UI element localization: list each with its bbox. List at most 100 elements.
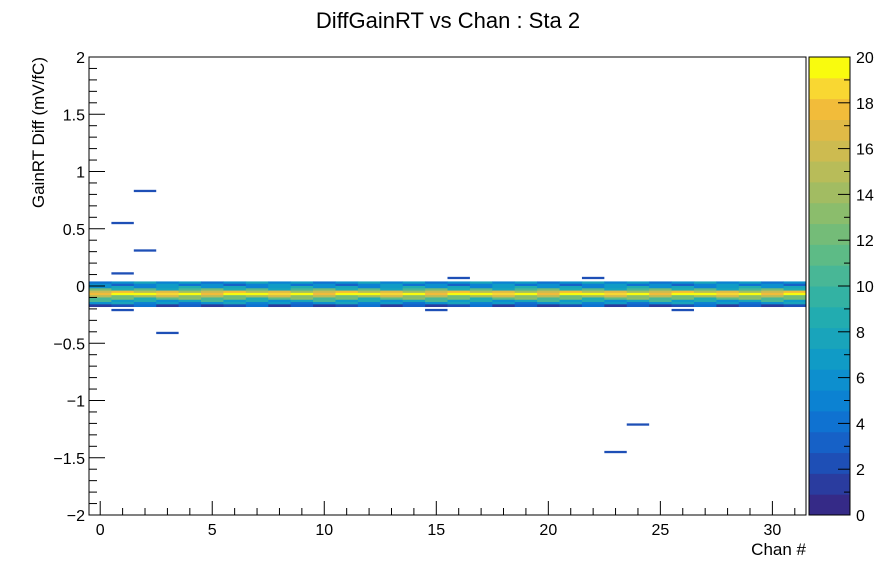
heatmap-cell	[245, 295, 269, 298]
heatmap-cell	[492, 281, 516, 285]
heatmap-cell	[335, 299, 359, 303]
heatmap-cell	[604, 292, 628, 296]
heatmap-cell	[537, 295, 560, 298]
outlier-cell	[111, 272, 134, 275]
heatmap-cell	[581, 286, 605, 289]
x-axis: 0 5 10 15 20 25 30	[96, 501, 796, 539]
heatmap-cell	[245, 290, 269, 294]
heatmap-cell	[626, 281, 650, 285]
heatmap-cell	[357, 297, 381, 301]
color-scale-label: 16	[856, 142, 874, 159]
outlier-cell	[604, 450, 627, 454]
heatmap-cell	[380, 295, 404, 298]
color-scale-segment	[809, 473, 850, 495]
heatmap-cell	[761, 283, 784, 287]
y-axis-title: GainRT Diff (mV/fC)	[29, 57, 48, 208]
heatmap-cell	[380, 302, 404, 305]
heatmap-cell	[716, 299, 740, 303]
x-tick-label: 20	[539, 522, 557, 539]
heatmap-cell	[357, 292, 381, 296]
heatmap-cell	[559, 281, 583, 285]
heatmap-cell	[581, 288, 605, 291]
heatmap-cell	[716, 302, 740, 305]
color-scale-label: 8	[856, 325, 865, 342]
heatmap-cell	[581, 292, 605, 296]
heatmap-cell	[469, 288, 493, 291]
outlier-cell	[671, 308, 694, 312]
heatmap-cell	[156, 292, 180, 296]
heatmap-cell	[313, 281, 336, 285]
heatmap-cell	[693, 290, 717, 294]
heatmap-cell	[604, 302, 628, 305]
y-tick-label: −0.5	[53, 336, 85, 353]
heatmap-cell	[581, 290, 605, 294]
heatmap-cell	[402, 288, 426, 291]
heatmap-cell	[626, 295, 650, 298]
heatmap-cell	[223, 304, 247, 308]
color-scale-segment	[809, 431, 850, 454]
heatmap-cell	[671, 281, 695, 285]
heatmap-cell	[514, 299, 538, 303]
heatmap-cell	[268, 299, 292, 303]
heatmap-cell	[537, 302, 560, 305]
color-scale: 0 2 4 6 8 10 12 14 16 18 20	[808, 50, 874, 525]
heatmap-cell	[649, 295, 672, 298]
heatmap-cell	[111, 302, 135, 305]
y-tick-label: 0	[76, 279, 85, 296]
color-scale-segment	[809, 327, 850, 349]
heatmap-cell	[313, 292, 336, 296]
heatmap-cell	[402, 295, 426, 298]
heatmap-cell	[514, 297, 538, 301]
heatmap-cell	[156, 299, 180, 303]
heatmap-cell	[581, 304, 605, 308]
heatmap-cell	[313, 283, 336, 287]
heatmap-cell	[783, 286, 807, 289]
heatmap-cell	[604, 297, 628, 301]
heatmap-cell	[245, 283, 269, 287]
heatmap-cell	[290, 281, 314, 285]
heatmap-cell	[89, 302, 112, 305]
heatmap-cell	[201, 288, 224, 291]
heatmap-cell	[290, 304, 314, 308]
outlier-cell	[581, 276, 605, 280]
heatmap-cell	[447, 281, 471, 285]
heatmap-cell	[111, 290, 135, 294]
heatmap-cell	[245, 299, 269, 303]
heatmap-cell	[738, 283, 762, 287]
color-scale-segment	[809, 452, 850, 474]
heatmap-cell	[492, 302, 516, 305]
heatmap-cell	[133, 290, 157, 294]
heatmap-cell	[201, 304, 224, 308]
heatmap-cell	[604, 290, 628, 294]
heatmap-cell	[447, 295, 471, 298]
heatmap-cell	[111, 283, 135, 287]
color-scale-segment	[809, 306, 850, 329]
heatmap-cell	[425, 292, 448, 296]
color-scale-label: 10	[856, 279, 874, 296]
heatmap-cell	[492, 295, 516, 298]
heatmap-cell	[671, 295, 695, 298]
heatmap-cell	[268, 297, 292, 301]
heatmap-cell	[469, 281, 493, 285]
heatmap-cell	[492, 292, 516, 296]
heatmap-cell	[761, 302, 784, 305]
heatmap-cell	[559, 283, 583, 287]
outlier-cell	[133, 249, 157, 252]
heatmap-cell	[425, 281, 448, 285]
heatmap-cell	[402, 292, 426, 296]
outlier-cell	[111, 308, 134, 312]
heatmap-cell	[89, 295, 112, 298]
heatmap-cell	[492, 288, 516, 291]
heatmap-cell	[649, 283, 672, 287]
color-scale-segment	[809, 140, 850, 162]
heatmap-cell	[537, 288, 560, 291]
heatmap-cell	[492, 283, 516, 287]
heatmap-cell	[514, 304, 538, 308]
color-scale-label: 0	[856, 508, 865, 525]
heatmap-cell	[380, 288, 404, 291]
outlier-cell	[425, 308, 448, 312]
heatmap-cell	[469, 299, 493, 303]
heatmap-cell	[693, 297, 717, 301]
heatmap-cell	[537, 286, 560, 289]
heatmap-cell	[111, 288, 135, 291]
